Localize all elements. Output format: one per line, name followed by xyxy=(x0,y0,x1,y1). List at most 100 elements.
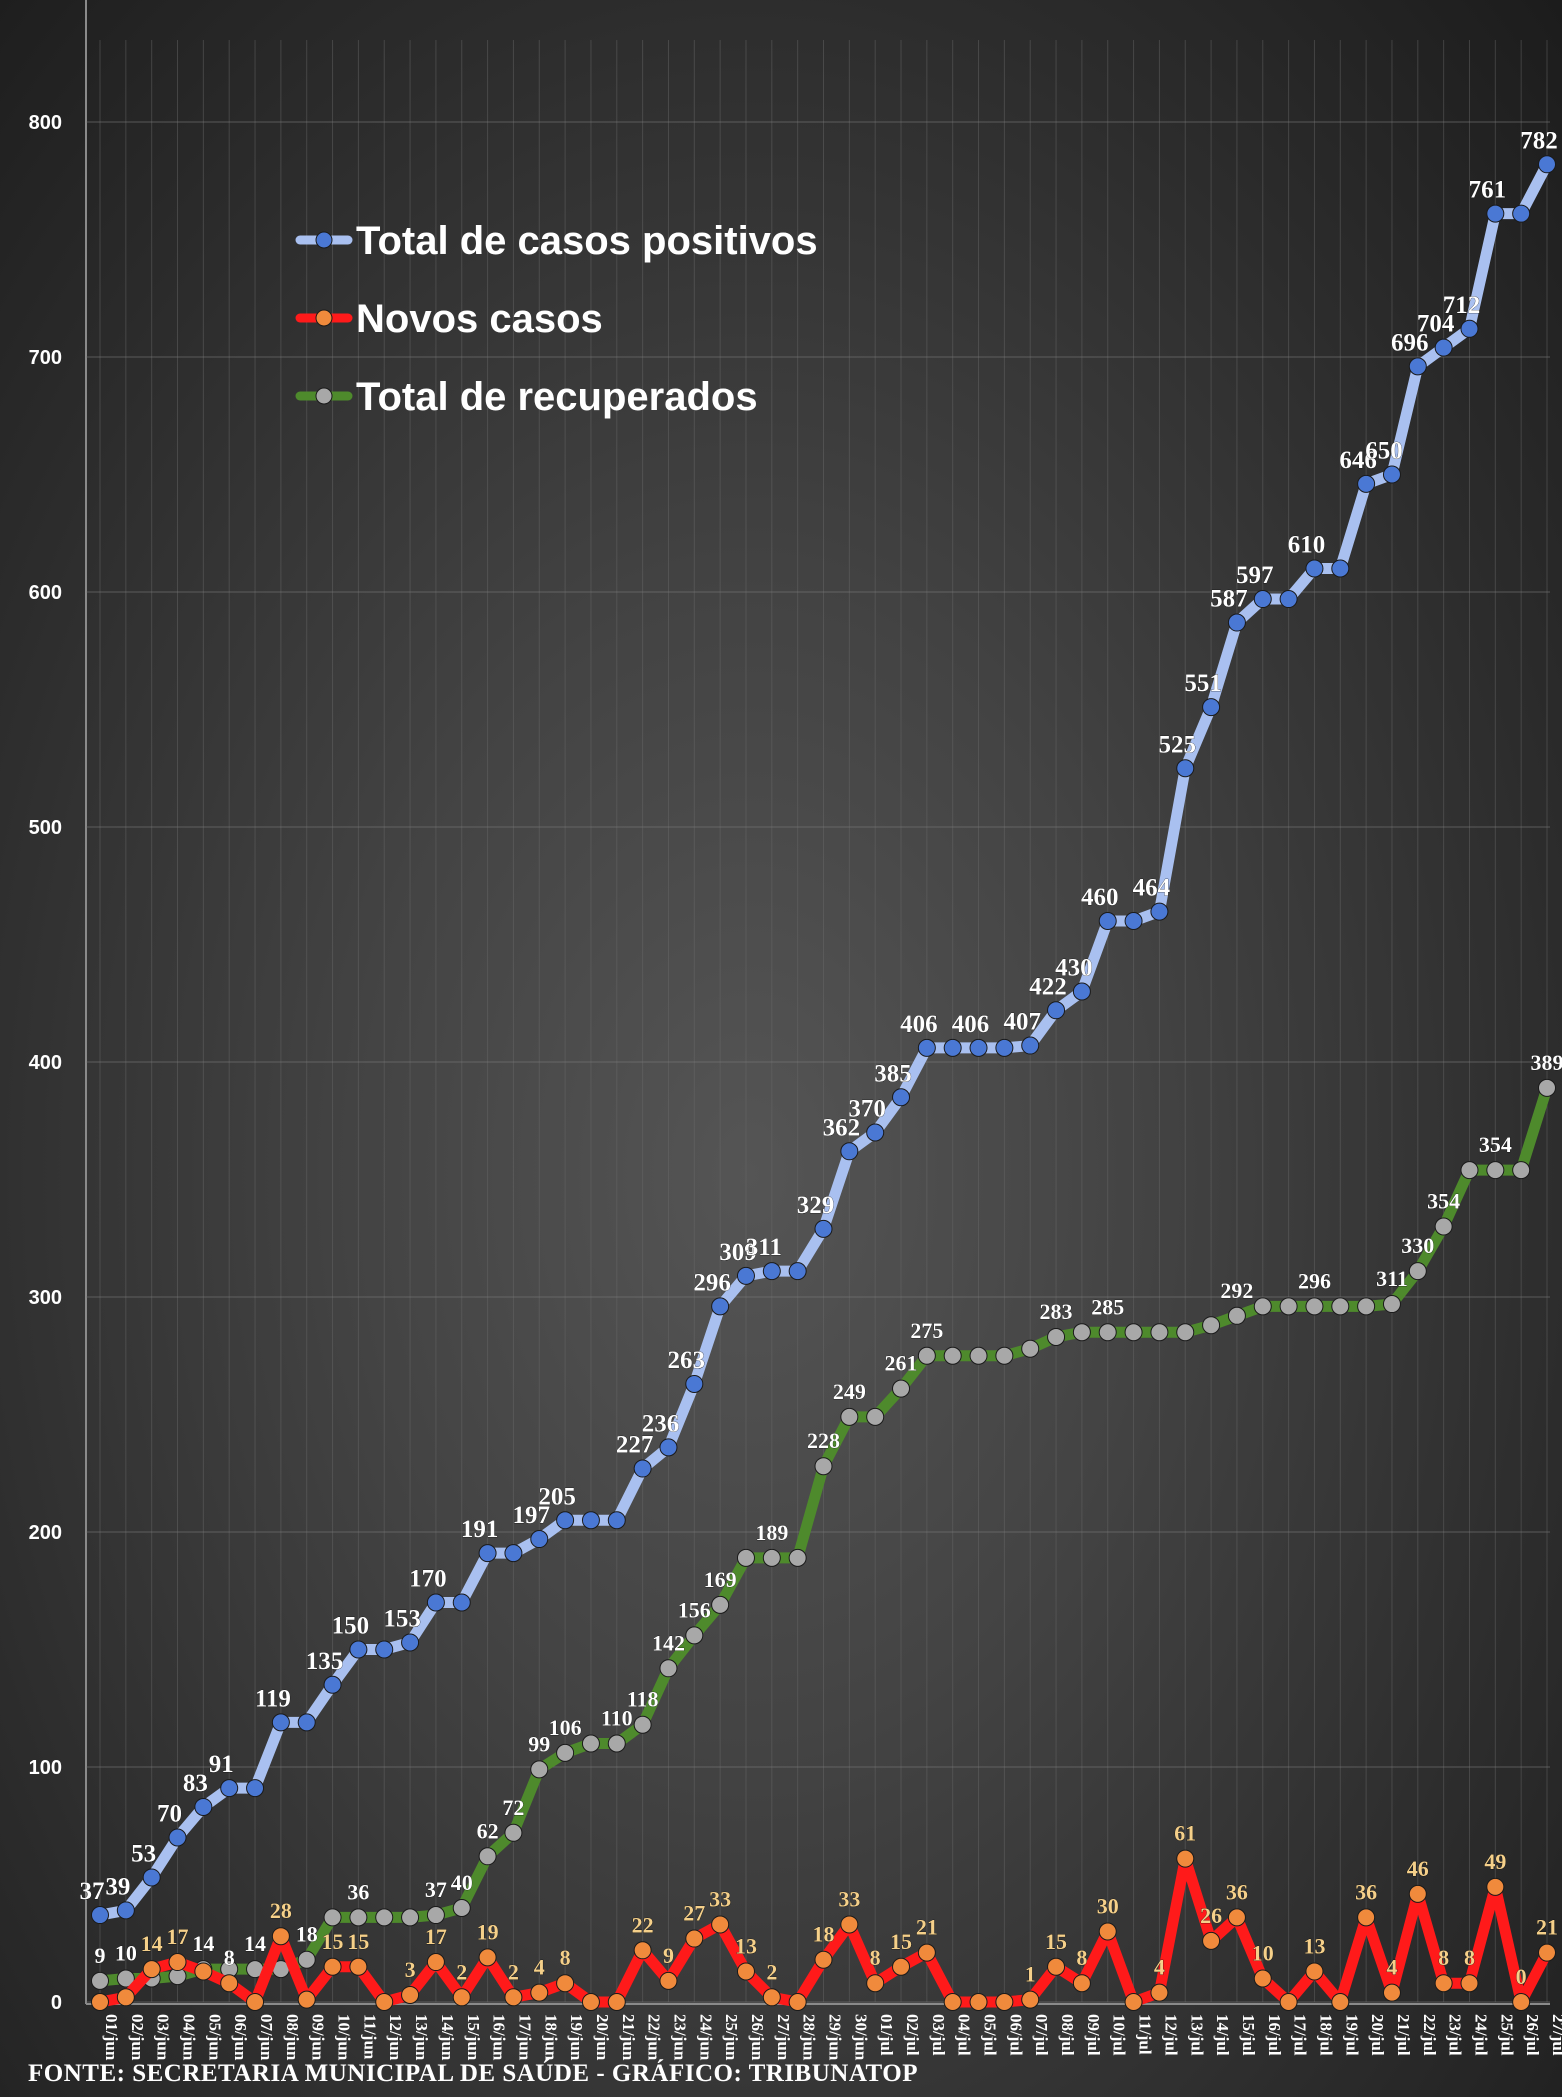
y-tick-label: 300 xyxy=(29,1287,62,1309)
legend-entry: Total de recuperados xyxy=(356,375,758,419)
data-label: 8 xyxy=(870,1945,881,1970)
data-label: 118 xyxy=(627,1687,659,1712)
data-label: 4 xyxy=(534,1955,545,1980)
data-point xyxy=(323,1675,342,1694)
data-label: 30 xyxy=(1097,1894,1119,1919)
data-point xyxy=(1124,912,1143,930)
data-point xyxy=(762,1988,781,2007)
data-label: 460 xyxy=(1081,884,1119,911)
x-tick-label: 13/jun xyxy=(412,2014,431,2061)
x-tick-label: 16/jun xyxy=(490,2014,509,2061)
data-point xyxy=(1382,1983,1401,2002)
data-label: 292 xyxy=(1220,1278,1253,1303)
data-label: 46 xyxy=(1407,1856,1429,1881)
x-tick-label: 19/jun xyxy=(567,2014,586,2061)
data-point xyxy=(1176,759,1195,778)
data-label: 99 xyxy=(528,1731,550,1756)
x-tick-label: 29/jun xyxy=(826,2014,845,2061)
data-point xyxy=(504,1544,523,1563)
data-label: 407 xyxy=(1003,1009,1041,1036)
data-label: 14 xyxy=(141,1931,163,1956)
data-point xyxy=(685,1929,704,1948)
data-point xyxy=(1253,590,1272,609)
data-point xyxy=(1279,1993,1298,2011)
data-label: 275 xyxy=(910,1318,943,1343)
data-point xyxy=(1021,1990,1040,2009)
x-tick-label: 04/jun xyxy=(180,2014,199,2061)
data-point xyxy=(892,1379,911,1398)
data-point xyxy=(1072,982,1091,1001)
data-label: 3 xyxy=(405,1957,416,1982)
data-point xyxy=(1382,1295,1401,1314)
data-point xyxy=(788,1993,807,2011)
x-tick-label: 06/jun xyxy=(231,2014,250,2061)
data-point xyxy=(1357,1297,1376,1316)
data-point xyxy=(607,1993,626,2011)
data-label: 22 xyxy=(632,1912,654,1937)
x-tick-label: 02/jul xyxy=(903,2014,922,2056)
data-point xyxy=(194,1962,213,1981)
x-tick-label: 13/jul xyxy=(1187,2014,1206,2056)
data-point xyxy=(1538,155,1556,174)
data-point xyxy=(840,1407,859,1426)
data-point xyxy=(866,1974,885,1993)
data-point xyxy=(375,1640,394,1659)
x-tick-label: 11/jun xyxy=(360,2014,379,2060)
x-tick-label: 22/jun xyxy=(645,2014,664,2061)
data-point xyxy=(788,1262,807,1281)
data-label: 228 xyxy=(807,1428,840,1453)
data-label: 2 xyxy=(766,1959,777,1984)
data-point xyxy=(736,1548,755,1567)
data-point xyxy=(1098,912,1117,930)
data-point xyxy=(91,1971,109,1990)
data-label: 285 xyxy=(1091,1294,1124,1319)
data-label: 597 xyxy=(1236,562,1274,589)
data-point xyxy=(840,1915,859,1934)
x-tick-label: 17/jul xyxy=(1291,2014,1310,2056)
data-point xyxy=(736,1962,755,1981)
data-point xyxy=(736,1266,755,1285)
x-tick-label: 24/jun xyxy=(696,2014,715,2061)
data-label: 296 xyxy=(1298,1268,1331,1293)
data-label: 646 xyxy=(1339,447,1377,474)
data-label: 205 xyxy=(538,1483,576,1510)
data-label: 18 xyxy=(296,1922,318,1947)
data-label: 83 xyxy=(183,1770,208,1797)
data-point xyxy=(1150,1323,1169,1342)
data-label: 8 xyxy=(560,1945,571,1970)
legend-marker xyxy=(315,231,333,249)
data-point xyxy=(917,1038,936,1057)
data-point xyxy=(349,1957,368,1976)
data-label: 106 xyxy=(549,1715,582,1740)
data-point xyxy=(1357,474,1376,493)
data-label: 62 xyxy=(477,1818,499,1843)
data-label: 782 xyxy=(1520,127,1558,154)
data-label: 70 xyxy=(157,1801,182,1828)
x-tick-label: 10/jul xyxy=(1110,2014,1129,2056)
data-point xyxy=(1382,465,1401,484)
data-label: 36 xyxy=(1226,1879,1248,1904)
data-point xyxy=(271,1713,290,1732)
x-tick-label: 18/jun xyxy=(541,2014,560,2061)
data-point xyxy=(323,1957,342,1976)
x-tick-label: 30/jun xyxy=(851,2014,870,2061)
data-label: 1 xyxy=(1025,1962,1036,1987)
data-label: 704 xyxy=(1417,311,1455,338)
data-point xyxy=(1253,1297,1272,1316)
x-tick-label: 23/jun xyxy=(670,2014,689,2061)
data-label: 37 xyxy=(425,1877,447,1902)
data-label: 2 xyxy=(508,1959,519,1984)
data-point xyxy=(220,1779,239,1798)
legend: Total de casos positivos Novos casos Total… xyxy=(295,219,818,419)
data-label: 14 xyxy=(192,1931,214,1956)
data-point xyxy=(866,1407,885,1426)
data-point xyxy=(530,1983,549,2002)
data-label: 712 xyxy=(1443,292,1481,319)
y-tick-label: 0 xyxy=(51,1992,62,2014)
data-point xyxy=(1098,1323,1117,1342)
data-point xyxy=(711,1915,730,1934)
data-point xyxy=(478,1847,497,1866)
data-point xyxy=(1227,1908,1246,1927)
data-point xyxy=(1486,1161,1505,1180)
